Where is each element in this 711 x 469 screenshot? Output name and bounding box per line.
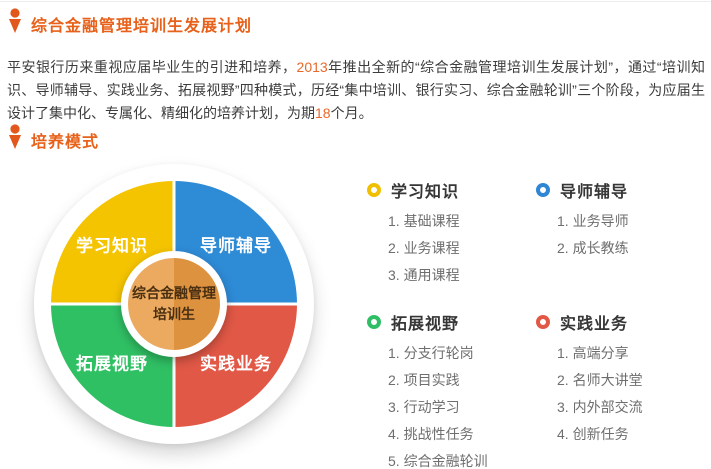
center-line1: 综合金融管理 [132, 285, 216, 301]
list-item: 2. 业务课程 [388, 240, 460, 256]
column-item-list: 1. 分支行轮岗 2. 项目实践 3. 行动学习 4. 挑战性任务 5. 综合金… [367, 345, 488, 469]
quadrant-label-learning: 学习知识 [76, 236, 148, 256]
column-horizon-header: 拓展视野 [367, 310, 488, 334]
center-line2: 培训生 [153, 306, 195, 322]
column-item-list: 1. 基础课程 2. 业务课程 3. 通用课程 [367, 213, 460, 283]
quadrant-label-practice: 实践业务 [200, 354, 272, 374]
column-mentor-header: 导师辅导 [536, 178, 629, 202]
list-item: 2. 成长教练 [557, 240, 629, 256]
list-item: 5. 综合金融轮训 [388, 453, 488, 469]
list-item: 1. 分支行轮岗 [388, 345, 474, 361]
duration-highlight: 18 [315, 105, 331, 121]
year-highlight: 2013 [296, 59, 328, 75]
list-item: 4. 创新任务 [557, 426, 629, 442]
list-item: 1. 高端分享 [557, 345, 629, 361]
column-practice: 实践业务 1. 高端分享 2. 名师大讲堂 3. 内外部交流 4. 创新任务 [536, 310, 643, 442]
section1-header: 综合金融管理培训生发展计划 [8, 8, 252, 36]
list-item: 1. 业务导师 [557, 213, 629, 229]
quadrant-label-mentor: 导师辅导 [200, 236, 272, 256]
quadrant-label-horizon: 拓展视野 [76, 354, 148, 374]
list-item: 4. 挑战性任务 [388, 426, 474, 442]
donut-bullet-icon [367, 315, 381, 329]
section2-title: 培养模式 [31, 134, 100, 151]
pie-center-badge: 综合金融管理 培训生 [121, 251, 227, 357]
list-item: 2. 项目实践 [388, 372, 460, 388]
top-divider [0, 1, 711, 2]
donut-bullet-icon [536, 183, 550, 197]
donut-bullet-icon [536, 315, 550, 329]
column-horizon: 拓展视野 1. 分支行轮岗 2. 项目实践 3. 行动学习 4. 挑战性任务 5… [367, 310, 488, 469]
column-title: 导师辅导 [560, 184, 629, 201]
donut-bullet-icon [367, 183, 381, 197]
paragraph-text: 平安银行历来重视应届毕业生的引进和培养， [7, 59, 297, 75]
column-learning: 学习知识 1. 基础课程 2. 业务课程 3. 通用课程 [367, 178, 460, 283]
paragraph-text: 年推出全新的“综合金融管理培训生发展计划”，通过“培训知识、导师辅导、实践业务、… [7, 59, 705, 121]
list-item: 3. 内外部交流 [557, 399, 643, 415]
list-item: 3. 行动学习 [388, 399, 460, 415]
section2-header: 培养模式 [8, 124, 99, 152]
column-title: 学习知识 [391, 184, 460, 201]
column-item-list: 1. 业务导师 2. 成长教练 [536, 213, 629, 256]
column-title: 实践业务 [560, 316, 629, 333]
list-item: 3. 通用课程 [388, 267, 460, 283]
section1-title: 综合金融管理培训生发展计划 [31, 18, 253, 35]
list-item: 1. 基础课程 [388, 213, 460, 229]
training-model-pie-diagram: 学习知识 导师辅导 拓展视野 实践业务 综合金融管理 培训生 [34, 164, 314, 444]
column-title: 拓展视野 [391, 316, 460, 333]
paragraph-text: 个月。 [330, 105, 373, 121]
column-item-list: 1. 高端分享 2. 名师大讲堂 3. 内外部交流 4. 创新任务 [536, 345, 643, 442]
column-mentor: 导师辅导 1. 业务导师 2. 成长教练 [536, 178, 629, 256]
column-practice-header: 实践业务 [536, 310, 643, 334]
intro-paragraph: 平安银行历来重视应届毕业生的引进和培养，2013年推出全新的“综合金融管理培训生… [7, 56, 705, 125]
list-item: 2. 名师大讲堂 [557, 372, 643, 388]
column-learning-header: 学习知识 [367, 178, 460, 202]
